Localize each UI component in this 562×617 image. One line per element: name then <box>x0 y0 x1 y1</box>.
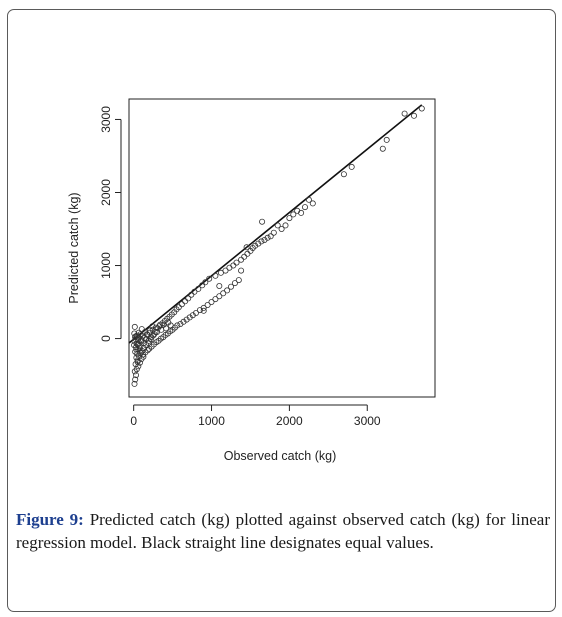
data-point <box>185 295 192 302</box>
data-point <box>340 171 347 178</box>
data-point <box>230 262 237 269</box>
data-point <box>231 280 238 287</box>
data-point <box>174 322 181 329</box>
data-point <box>216 293 223 300</box>
caption-label: Figure 9: <box>16 510 84 529</box>
data-point <box>235 277 242 284</box>
data-point <box>244 250 251 257</box>
data-point <box>401 110 408 117</box>
data-point <box>274 222 281 229</box>
data-point <box>132 336 139 343</box>
plot-border <box>128 98 436 398</box>
data-point <box>348 163 355 170</box>
data-point <box>200 304 207 311</box>
data-point <box>233 259 240 266</box>
y-tick-label: 0 <box>99 335 113 342</box>
data-point <box>143 336 150 343</box>
x-tick-label: 1000 <box>198 414 225 428</box>
data-point <box>267 233 274 240</box>
data-point <box>134 358 141 365</box>
data-point <box>199 282 206 289</box>
x-tick-label: 3000 <box>354 414 381 428</box>
x-tick-label: 2000 <box>276 414 303 428</box>
data-point <box>379 145 386 152</box>
data-point <box>298 209 305 216</box>
data-points <box>131 105 425 387</box>
data-point <box>282 222 289 229</box>
data-point <box>136 345 143 352</box>
data-point <box>224 287 231 294</box>
data-point <box>133 372 140 379</box>
data-point <box>202 279 209 286</box>
figure-frame <box>7 9 556 612</box>
data-point <box>301 204 308 211</box>
data-point <box>222 267 229 274</box>
data-point <box>290 211 297 218</box>
data-point <box>163 325 170 332</box>
data-point <box>208 298 215 305</box>
data-point <box>216 282 223 289</box>
data-point <box>227 283 234 290</box>
y-axis: 0 1000 2000 3000 <box>99 106 122 342</box>
data-point <box>152 324 159 331</box>
data-point <box>192 309 199 316</box>
caption-text: Predicted catch (kg) plotted against obs… <box>16 510 550 552</box>
y-tick-label: 3000 <box>99 106 113 133</box>
data-point <box>259 218 266 225</box>
x-axis-title: Observed catch (kg) <box>224 449 337 463</box>
data-point <box>200 307 207 314</box>
x-axis: 0 1000 2000 3000 <box>130 404 381 428</box>
data-point <box>204 301 211 308</box>
data-point <box>418 105 425 112</box>
data-point <box>309 200 316 207</box>
data-point <box>270 229 277 236</box>
data-point <box>156 323 163 330</box>
data-point <box>212 296 219 303</box>
y-axis-title: Predicted catch (kg) <box>67 192 81 303</box>
data-point <box>278 225 285 232</box>
data-point <box>195 285 202 292</box>
data-point <box>182 298 189 305</box>
data-point <box>167 322 174 329</box>
data-point <box>131 323 138 330</box>
data-point <box>410 112 417 119</box>
data-point <box>241 253 248 260</box>
data-point <box>243 244 250 251</box>
data-point <box>212 272 219 279</box>
data-point <box>140 353 147 360</box>
data-point <box>220 290 227 297</box>
data-point <box>206 275 213 282</box>
data-point <box>258 238 265 245</box>
data-point <box>238 267 245 274</box>
scatter-chart: 0 1000 2000 3000 0 1000 2000 3000 Observed cat… <box>67 98 436 463</box>
y-tick-label: 1000 <box>99 252 113 279</box>
data-point <box>238 256 245 263</box>
data-point <box>131 380 138 387</box>
data-point <box>286 215 293 222</box>
y-tick-label: 2000 <box>99 179 113 206</box>
data-point <box>191 288 198 295</box>
data-point <box>383 136 390 143</box>
data-point <box>305 196 312 203</box>
data-point <box>226 264 233 271</box>
data-point <box>178 301 185 308</box>
x-tick-label: 0 <box>130 414 137 428</box>
data-point <box>149 323 156 330</box>
data-point <box>132 376 139 383</box>
data-point <box>264 234 271 241</box>
data-point <box>135 341 142 348</box>
data-point <box>138 326 145 333</box>
data-point <box>175 304 182 311</box>
figure-caption: Figure 9: Predicted catch (kg) plotted a… <box>16 508 550 554</box>
